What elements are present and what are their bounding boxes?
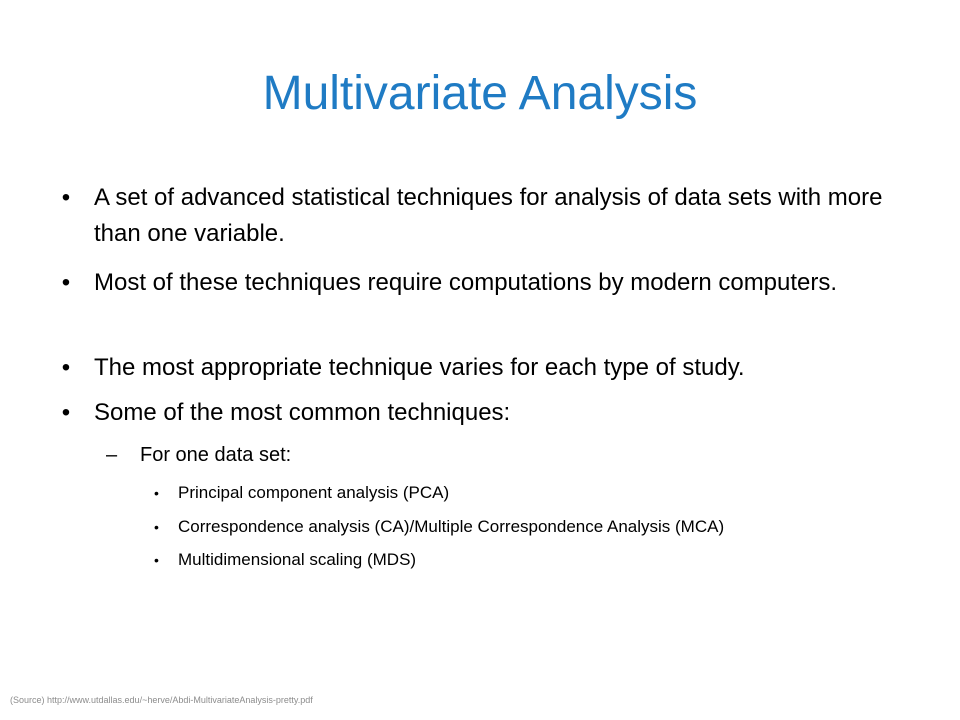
bullet-item: • Some of the most common techniques: — [62, 395, 894, 431]
bullet-marker: • — [154, 552, 159, 568]
bullet-text: A set of advanced statistical techniques… — [94, 184, 883, 247]
sub-bullet-text: Principal component analysis (PCA) — [178, 483, 450, 502]
bullet-marker: • — [154, 519, 159, 535]
sub-bullet-text: Correspondence analysis (CA)/Multiple Co… — [178, 517, 725, 536]
sub-bullet-text: Multidimensional scaling (MDS) — [178, 550, 417, 569]
bullet-text: Some of the most common techniques: — [94, 399, 511, 426]
source-citation: (Source) http://www.utdallas.edu/~herve/… — [10, 695, 313, 705]
dash-marker: – — [106, 444, 118, 466]
sub-heading-text: For one data set: — [140, 444, 292, 466]
bullet-marker: • — [61, 269, 71, 296]
bullet-marker: • — [61, 354, 71, 381]
bullet-item: • Most of these techniques require compu… — [62, 265, 894, 301]
bullet-marker: • — [61, 399, 71, 426]
sub-bullet-item: • Multidimensional scaling (MDS) — [154, 548, 417, 572]
sub-bullet-item: • Principal component analysis (PCA) — [154, 481, 450, 505]
sub-bullet-item: • Correspondence analysis (CA)/Multiple … — [154, 515, 725, 539]
bullet-item: • The most appropriate technique varies … — [62, 350, 894, 386]
bullet-marker: • — [61, 184, 71, 211]
bullet-marker: • — [154, 485, 159, 501]
bullet-text: The most appropriate technique varies fo… — [94, 354, 745, 381]
bullet-item: • A set of advanced statistical techniqu… — [62, 180, 894, 252]
sub-heading-item: – For one data set: — [106, 441, 292, 469]
bullet-text: Most of these techniques require computa… — [94, 269, 838, 296]
slide-title: Multivariate Analysis — [262, 67, 698, 120]
